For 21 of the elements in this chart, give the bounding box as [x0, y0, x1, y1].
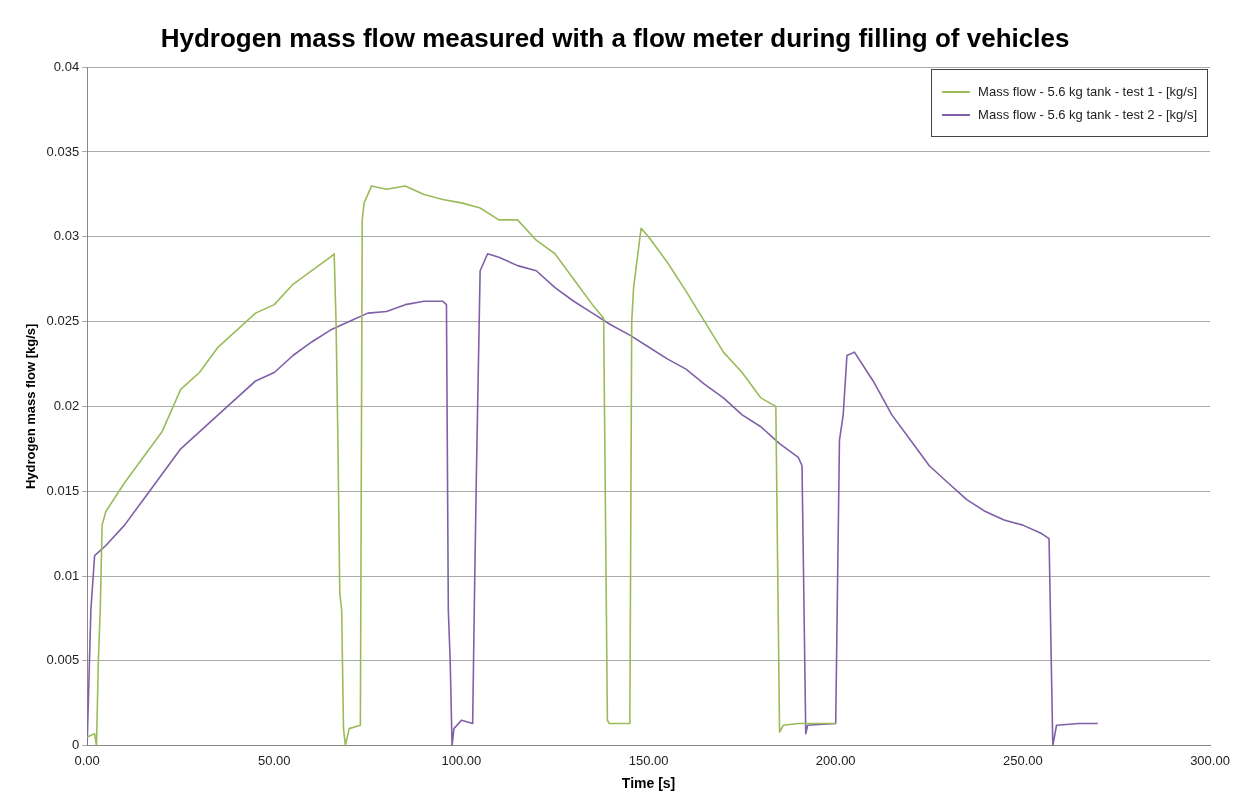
x-tick-label: 50.00 — [258, 752, 291, 768]
y-tick-label: 0.015 — [46, 482, 80, 498]
x-tick-label: 150.00 — [628, 752, 669, 768]
x-tick-label: 250.00 — [1002, 752, 1043, 768]
y-tick-label: 0.025 — [46, 313, 80, 329]
x-tick-label: 0.00 — [74, 752, 100, 768]
x-axis-title: Time [s] — [621, 775, 676, 792]
y-tick-label: 0.04 — [53, 58, 80, 74]
y-tick-label: 0.02 — [53, 397, 80, 413]
y-tick-label: 0 — [71, 737, 80, 753]
legend-label: Mass flow - 5.6 kg tank - test 1 - [kg/s] — [978, 84, 1197, 100]
x-tick-label: 200.00 — [815, 752, 856, 768]
y-tick-label: 0.005 — [46, 652, 80, 668]
x-tick-label: 100.00 — [441, 752, 482, 768]
x-tick-label: 300.00 — [1190, 752, 1230, 768]
chart-title: Hydrogen mass flow measured with a flow meter during filling of vehicles — [160, 22, 1070, 53]
y-tick-label: 0.01 — [53, 567, 80, 583]
y-axis-title: Hydrogen mass flow [kg/s] — [23, 323, 39, 490]
y-tick-label: 0.03 — [53, 228, 80, 244]
legend-label: Mass flow - 5.6 kg tank - test 2 - [kg/s] — [978, 107, 1197, 123]
y-tick-label: 0.035 — [46, 143, 80, 159]
